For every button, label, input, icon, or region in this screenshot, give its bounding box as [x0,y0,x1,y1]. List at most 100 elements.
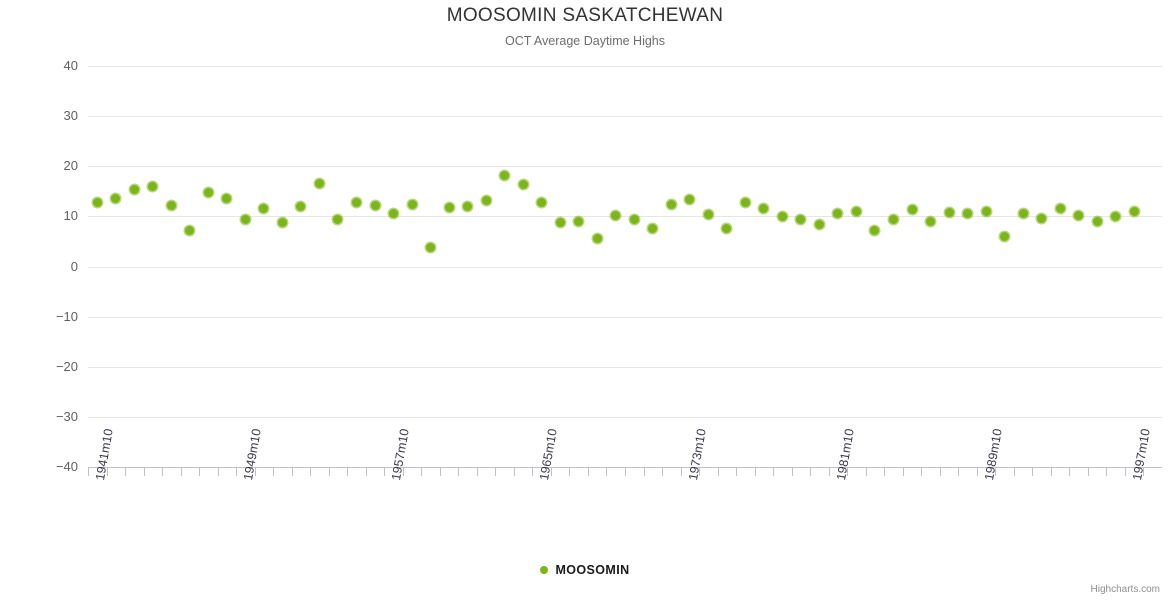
data-point[interactable] [1037,214,1047,224]
data-point[interactable] [722,224,732,234]
data-point[interactable] [851,207,861,217]
x-axis-tick [328,468,330,476]
x-axis-tick [976,468,978,476]
data-point[interactable] [1129,206,1139,216]
gridline [88,66,1162,67]
data-point[interactable] [166,200,176,210]
x-axis-tick [532,468,534,476]
x-axis-tick [236,468,238,476]
x-axis-tick [439,468,441,476]
data-point[interactable] [833,209,843,219]
data-point[interactable] [629,214,639,224]
data-point[interactable] [963,208,973,218]
data-point[interactable] [203,188,213,198]
data-point[interactable] [500,170,510,180]
data-point[interactable] [574,216,584,226]
highcharts-credit[interactable]: Highcharts.com [1090,584,1160,595]
data-point[interactable] [926,217,936,227]
data-point[interactable] [277,217,287,227]
x-axis-tick [587,468,589,476]
data-point[interactable] [463,201,473,211]
data-point[interactable] [296,202,306,212]
x-axis-tick [1069,468,1071,476]
x-axis-tick [254,468,256,476]
data-point[interactable] [944,207,954,217]
x-axis-tick [384,468,386,476]
data-point[interactable] [870,226,880,236]
x-axis-tick [125,468,127,476]
x-axis-tick [1087,468,1089,476]
x-axis-tick [1013,468,1015,476]
x-axis-line [88,467,1162,468]
data-point[interactable] [796,215,806,225]
data-point[interactable] [611,211,621,221]
data-point[interactable] [370,201,380,211]
x-axis-tick [347,468,349,476]
x-axis-tick [550,468,552,476]
data-point[interactable] [703,209,713,219]
data-point[interactable] [426,242,436,252]
data-point[interactable] [129,184,139,194]
y-axis-tick-label: −10 [55,308,78,324]
x-axis-tick [699,468,701,476]
data-point[interactable] [777,212,787,222]
x-axis-tick [995,468,997,476]
data-point[interactable] [759,204,769,214]
x-axis-tick [1050,468,1052,476]
gridline [88,416,1162,418]
x-axis-tick [902,468,904,476]
x-axis-tick [273,468,275,476]
x-axis-tick [88,468,89,476]
x-axis-tick [606,468,608,476]
data-point[interactable] [537,198,547,208]
data-point[interactable] [666,199,676,209]
gridline [88,216,1162,218]
data-point[interactable] [333,215,343,225]
data-point[interactable] [314,178,324,188]
plot-area [88,66,1162,468]
data-point[interactable] [1055,204,1065,214]
data-point[interactable] [907,205,917,215]
chart-title: MOOSOMIN SASKATCHEWAN [446,5,724,26]
data-point[interactable] [481,196,491,206]
data-point[interactable] [1000,231,1010,241]
data-point[interactable] [389,208,399,218]
x-axis-tick [162,468,164,476]
data-point[interactable] [185,226,195,236]
x-axis-tick [421,468,423,476]
data-point[interactable] [814,219,824,229]
data-point[interactable] [1018,208,1028,218]
data-point[interactable] [555,218,565,228]
legend-marker-icon [540,565,549,574]
data-point[interactable] [1111,212,1121,222]
data-point[interactable] [518,179,528,189]
legend-item-moosomin[interactable]: MOOSOMIN [540,562,629,577]
gridline [88,166,1162,168]
data-point[interactable] [740,197,750,207]
data-point[interactable] [981,207,991,217]
x-axis-tick [1106,468,1108,476]
x-axis-tick [365,468,367,476]
data-point[interactable] [1092,217,1102,227]
x-axis-tick [625,468,626,476]
data-point[interactable] [648,224,658,234]
data-point[interactable] [259,204,269,214]
x-axis-tick [736,468,738,476]
data-point[interactable] [240,214,250,224]
x-axis-tick [810,468,812,476]
data-point[interactable] [92,197,102,207]
y-axis-tick-label: 40 [63,58,78,73]
x-axis-tick [717,468,719,476]
data-point[interactable] [111,193,121,203]
data-point[interactable] [352,197,361,207]
data-point[interactable] [444,203,454,213]
data-point[interactable] [407,199,417,209]
data-point[interactable] [1074,211,1084,221]
data-point[interactable] [685,194,695,204]
data-point[interactable] [148,182,158,192]
data-point[interactable] [222,193,232,203]
data-point[interactable] [889,214,898,224]
x-axis-tick [106,468,108,476]
data-point[interactable] [592,233,602,243]
